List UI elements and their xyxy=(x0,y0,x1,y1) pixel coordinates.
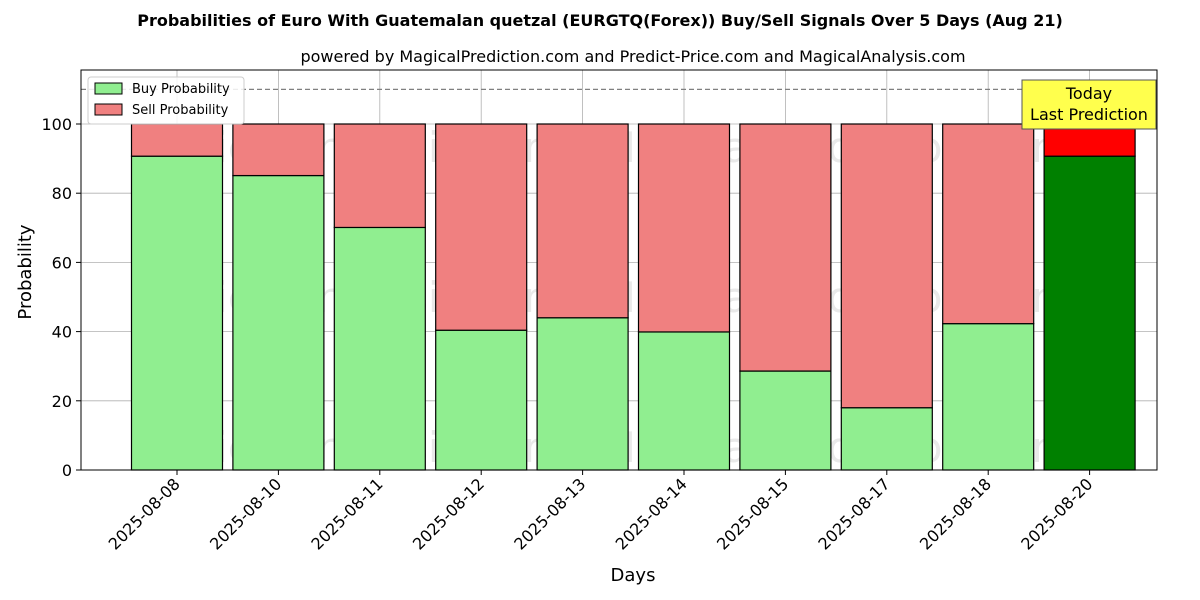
x-tick-label: 2025-08-10 xyxy=(206,474,285,553)
bar-buy xyxy=(1043,155,1136,471)
bar-buy xyxy=(637,331,731,471)
x-tick-label: 2025-08-11 xyxy=(307,474,386,553)
bar-sell xyxy=(739,123,832,372)
x-tick-label: 2025-08-17 xyxy=(814,474,893,553)
x-tick-label: 2025-08-18 xyxy=(916,474,995,553)
bar-buy xyxy=(840,407,933,471)
y-tick-label: 80 xyxy=(52,184,72,203)
y-tick-label: 60 xyxy=(52,253,72,272)
plot-frame xyxy=(80,69,1158,471)
annotation-line1: Today xyxy=(1065,84,1112,103)
bar-sell xyxy=(232,123,325,177)
bar-sell xyxy=(942,123,1035,325)
y-tick-label: 100 xyxy=(41,115,72,134)
x-axis: 2025-08-08 2025-08-10 2025-08-11 2025-08-12… xyxy=(105,470,1096,554)
bar-buy xyxy=(942,323,1035,471)
x-tick-label: 2025-08-12 xyxy=(409,474,488,553)
legend: Buy Probability Sell Probability xyxy=(87,76,245,125)
x-tick-label: 2025-08-15 xyxy=(713,474,792,553)
bar-buy xyxy=(435,329,528,471)
chart-subtitle: powered by MagicalPrediction.com and Pre… xyxy=(300,47,965,66)
bar-buy xyxy=(333,226,426,471)
x-axis-label: Days xyxy=(611,565,656,586)
y-tick-label: 20 xyxy=(52,392,72,411)
legend-swatch-buy xyxy=(94,82,123,95)
annotation-box xyxy=(1021,79,1157,130)
annotation-line2: Last Prediction xyxy=(1030,105,1148,124)
x-tick-label: 2025-08-08 xyxy=(105,474,184,553)
x-tick-label: 2025-08-13 xyxy=(510,474,589,553)
y-tick-label: 0 xyxy=(62,461,72,480)
bar-sell xyxy=(435,123,528,331)
bar-sell xyxy=(840,123,933,409)
legend-label-sell: Sell Probability xyxy=(132,103,229,118)
legend-box xyxy=(87,76,245,125)
x-tick-label: 2025-08-14 xyxy=(612,474,691,553)
bars xyxy=(130,123,1136,471)
legend-label-buy: Buy Probability xyxy=(132,82,230,97)
x-tick-label: 2025-08-20 xyxy=(1017,474,1096,553)
y-tick-label: 40 xyxy=(52,323,72,342)
annotation: Today Last Prediction xyxy=(1021,79,1157,130)
bar-buy xyxy=(739,370,832,471)
bar-buy xyxy=(536,317,629,471)
chart-title: Probabilities of Euro With Guatemalan qu… xyxy=(137,11,1063,30)
bar-sell xyxy=(637,123,731,333)
bar-sell xyxy=(130,123,224,157)
bar-sell xyxy=(333,123,426,229)
legend-swatch-sell xyxy=(94,103,123,116)
y-axis-label: Probability xyxy=(15,224,36,319)
bar-sell xyxy=(536,123,629,319)
bar-buy xyxy=(130,155,224,471)
bar-buy xyxy=(232,174,325,471)
y-axis: 0 20 40 60 80 100 xyxy=(41,115,81,480)
